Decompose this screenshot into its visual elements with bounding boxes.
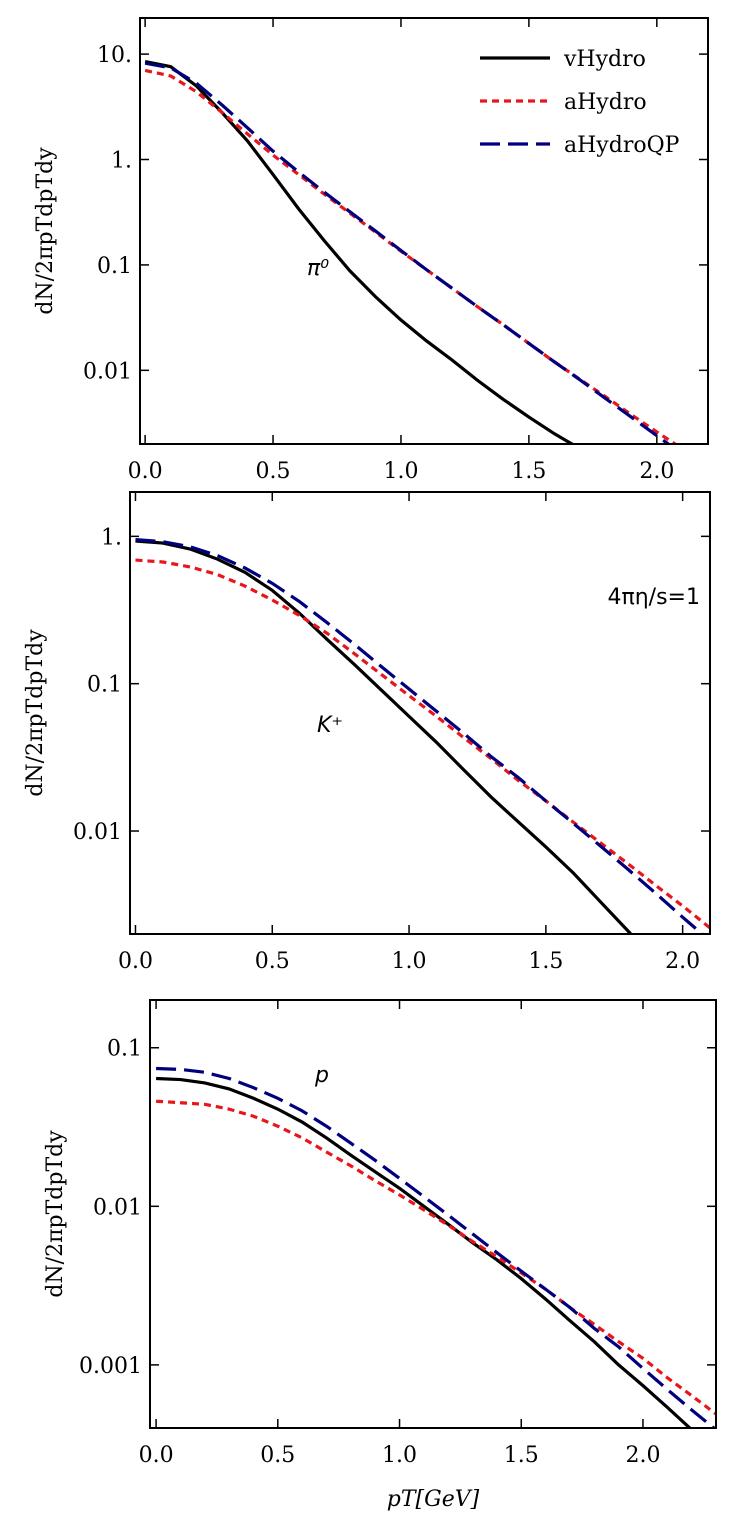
series-line xyxy=(144,68,678,444)
legend-label: aHydroQP xyxy=(564,133,680,158)
y-tick-label: 10. xyxy=(97,43,132,68)
series-line xyxy=(144,59,576,444)
annotation: p xyxy=(314,1063,329,1088)
x-tick-label: 2.0 xyxy=(665,949,700,974)
x-tick-label: 0.0 xyxy=(118,949,153,974)
plot-frame xyxy=(129,491,711,935)
legend-label: vHydro xyxy=(563,47,646,72)
y-tick-label: 0.1 xyxy=(107,1037,142,1062)
series-group xyxy=(135,538,710,934)
series-line xyxy=(135,558,710,930)
series-line xyxy=(156,1076,693,1428)
series-line xyxy=(156,1066,716,1428)
series-group xyxy=(144,59,678,444)
x-tick-label: 1.5 xyxy=(511,459,546,484)
y-tick-label: 0.01 xyxy=(93,1195,142,1220)
y-axis-label: dN/2πpTdpTdy xyxy=(43,1130,68,1298)
legend-label: aHydro xyxy=(564,90,647,115)
x-tick-label: 0.5 xyxy=(260,1443,295,1468)
panel: 0.0 0.5 1.0 1.5 2.0 0.1 0.01 0.001 dN/2πpTdpTdy p… xyxy=(43,999,717,1512)
series-line xyxy=(144,61,672,444)
x-tick-label: 0.0 xyxy=(128,459,163,484)
y-axis-label: dN/2πpTdpTdy xyxy=(33,147,58,315)
y-tick-label: 0.01 xyxy=(73,820,122,845)
x-tick-label: 1.5 xyxy=(504,1443,539,1468)
annotation: K⁺ xyxy=(317,713,343,738)
panel: 0.0 0.5 1.0 1.5 2.0 10. 1. 0.1 0.01 dN/2πpTdpTdy π… xyxy=(33,17,709,484)
series-line xyxy=(135,539,633,934)
y-axis-label: dN/2πpTdpTdy xyxy=(23,629,48,797)
x-tick-label: 1.0 xyxy=(383,459,418,484)
series-line xyxy=(155,1099,716,1416)
x-tick-label: 2.0 xyxy=(625,1443,660,1468)
x-tick-label: 1.0 xyxy=(382,1443,417,1468)
x-tick-label: 2.0 xyxy=(639,459,674,484)
y-tick-label: 0.001 xyxy=(79,1354,142,1379)
y-tick-label: 0.1 xyxy=(87,673,122,698)
x-tick-label: 0.0 xyxy=(139,1443,174,1468)
x-tick-label: 0.5 xyxy=(255,949,290,974)
series-group xyxy=(155,1066,716,1428)
annotation: π⁰ xyxy=(307,256,329,281)
panel: 0.0 0.5 1.0 1.5 2.0 1. 0.1 0.01 dN/2πpTdpTdy K⁺ 4π… xyxy=(23,491,711,974)
y-tick-label: 0.01 xyxy=(83,359,132,384)
plot-frame xyxy=(149,999,717,1429)
y-tick-label: 1. xyxy=(101,525,122,550)
series-line xyxy=(135,538,705,934)
annotation: 4πη/s=1 xyxy=(608,585,701,610)
x-tick-label: 1.0 xyxy=(392,949,427,974)
x-axis-label: pT[GeV] xyxy=(387,1487,480,1512)
x-tick-label: 1.5 xyxy=(528,949,563,974)
plot-frame xyxy=(139,17,709,445)
x-tick-label: 0.5 xyxy=(256,459,291,484)
y-tick-label: 0.1 xyxy=(97,254,132,279)
y-tick-label: 1. xyxy=(111,149,132,174)
